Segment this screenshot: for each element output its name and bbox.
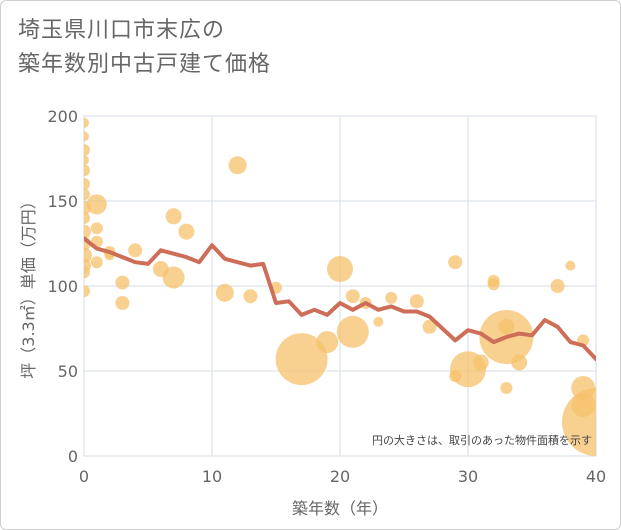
size-annotation: 円の大きさは、取引のあった物件面積を示す (372, 433, 592, 447)
y-tick-label: 50 (58, 362, 78, 381)
bubble-point (448, 255, 463, 270)
bubble-point (84, 212, 90, 224)
bubble-point (487, 278, 500, 291)
bubble-point (84, 285, 90, 298)
y-tick-label: 0 (68, 447, 78, 466)
bubble-point (422, 319, 437, 334)
x-tick-label: 0 (79, 467, 89, 486)
bubble-point (84, 224, 91, 239)
bubble-point (128, 243, 143, 258)
bubble-point (498, 318, 515, 335)
bubble-point (275, 333, 328, 386)
x-tick-label: 40 (586, 467, 606, 486)
bubble-point (511, 354, 528, 371)
bubble-point (565, 260, 576, 271)
y-axis-title: 坪（3.3㎡）単価（万円） (19, 193, 38, 378)
bubble-point (385, 291, 398, 304)
bubble-point (86, 194, 107, 215)
bubble-point (90, 222, 103, 235)
bubble-point (550, 279, 565, 293)
x-tick-label: 10 (202, 467, 222, 486)
bubble-layer (84, 117, 596, 456)
bubble-point (178, 223, 195, 240)
bubble-point (327, 256, 353, 282)
bubble-point (228, 156, 247, 175)
bubble-point (345, 289, 360, 304)
bubble-point (84, 164, 90, 177)
bubble-point (215, 283, 234, 302)
bubble-point (162, 266, 185, 289)
bubble-point (115, 275, 130, 290)
bubble-point (90, 256, 103, 269)
bubble-point (373, 316, 384, 327)
chart-title: 埼玉県川口市末広の 築年数別中古戸建て価格 (18, 14, 271, 82)
bubble-point (562, 388, 596, 456)
y-tick-label: 200 (47, 107, 78, 126)
bubble-point (243, 289, 258, 304)
y-tick-label: 100 (47, 277, 78, 296)
chart-title-line-2: 築年数別中古戸建て価格 (18, 52, 272, 77)
bubble-point (84, 144, 90, 156)
x-axis-title: 築年数（年） (292, 499, 388, 518)
bubble-point (165, 208, 182, 225)
bubble-point (316, 331, 339, 354)
trend-line (84, 236, 596, 362)
bubble-point (472, 354, 489, 371)
bubble-point (84, 188, 90, 201)
x-tick-label: 20 (330, 467, 350, 486)
bubble-point (115, 296, 130, 310)
bubble-point (84, 266, 90, 279)
bubble-point (84, 155, 89, 166)
y-tick-label: 150 (47, 192, 78, 211)
bubble-point (409, 294, 424, 309)
bubble-point (500, 382, 513, 394)
x-tick-label: 30 (458, 467, 478, 486)
bubble-point (84, 131, 89, 142)
bubble-point (84, 178, 90, 190)
chart-title-line-1: 埼玉県川口市末広の (18, 18, 226, 43)
bubble-point (336, 315, 369, 348)
bubble-point (84, 117, 89, 128)
